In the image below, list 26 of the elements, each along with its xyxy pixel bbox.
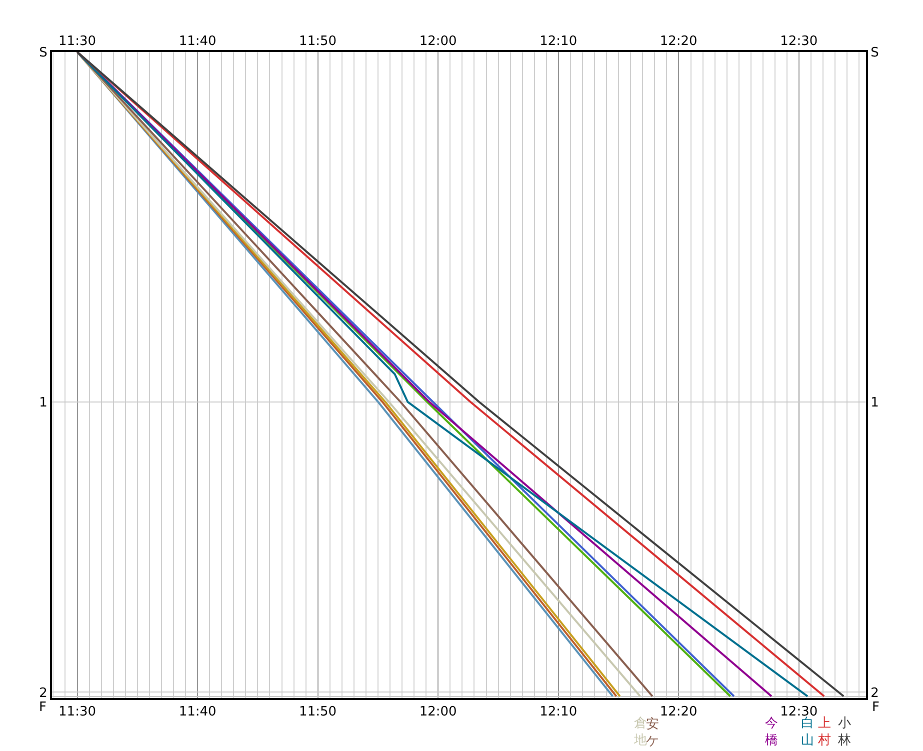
- y-tick-label: 1: [39, 396, 48, 411]
- x2-tick-label: 12:20: [660, 704, 698, 720]
- x-tick-label: 12:00: [419, 34, 457, 49]
- text: F: [872, 700, 880, 715]
- x2-tick-label: 12:10: [540, 704, 578, 720]
- text: F: [39, 700, 46, 715]
- series-label: 今橋: [765, 716, 778, 748]
- x2-tick-label: 11:50: [299, 704, 337, 720]
- x-tick-label: 11:50: [299, 34, 337, 49]
- y2-tick-label: S: [870, 46, 879, 61]
- y2-tick-label: 1: [870, 396, 879, 411]
- series-label: 小林: [837, 716, 851, 748]
- x2-tick-label: 11:40: [178, 704, 216, 720]
- y-tick-label: S: [39, 46, 48, 61]
- x-tick-label: 11:40: [178, 34, 216, 49]
- x2-tick-label: 11:30: [58, 704, 96, 720]
- y2-tick-label: 2: [870, 686, 879, 701]
- series-label: 倉地: [633, 716, 647, 748]
- x-tick-label: 12:30: [780, 34, 818, 49]
- series-label: 安ケ: [646, 716, 659, 749]
- x2-tick-label: 12:00: [419, 704, 457, 720]
- x-tick-label: 11:30: [58, 34, 96, 49]
- x-tick-label: 12:10: [540, 34, 578, 49]
- series-label: 上村: [817, 716, 831, 748]
- y-tick-label: 2: [39, 686, 48, 701]
- x-tick-label: 12:20: [660, 34, 698, 49]
